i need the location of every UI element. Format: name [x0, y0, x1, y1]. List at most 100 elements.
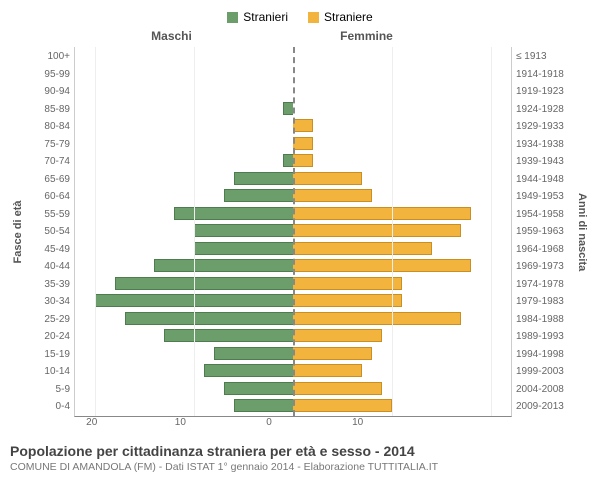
bar-male — [115, 277, 293, 290]
grid-line — [194, 47, 195, 416]
bar-female — [293, 137, 313, 150]
bar-female — [293, 382, 382, 395]
bar-male — [125, 312, 293, 325]
bar-female — [293, 399, 392, 412]
legend-swatch-male — [227, 12, 238, 23]
bar-male — [194, 242, 293, 255]
bar-female — [293, 154, 313, 167]
bar-male — [194, 224, 293, 237]
birth-label: 2004-2008 — [512, 381, 574, 399]
bar-female — [293, 277, 402, 290]
x-tick: 10 — [352, 417, 363, 428]
age-labels: 100+95-9990-9485-8980-8475-7970-7465-696… — [26, 47, 74, 417]
birth-label: ≤ 1913 — [512, 48, 574, 66]
bar-male — [224, 189, 293, 202]
chart-body: Fasce di età 100+95-9990-9485-8980-8475-… — [10, 47, 590, 417]
chart-title: Popolazione per cittadinanza straniera p… — [10, 443, 590, 459]
legend-swatch-female — [308, 12, 319, 23]
birth-label: 1979-1983 — [512, 293, 574, 311]
birth-label: 1974-1978 — [512, 276, 574, 294]
birth-label: 1929-1933 — [512, 118, 574, 136]
birth-label: 1999-2003 — [512, 363, 574, 381]
column-titles: Maschi Femmine — [10, 29, 590, 43]
bars-area — [74, 47, 512, 417]
grid-line — [392, 47, 393, 416]
grid-line — [95, 47, 96, 416]
birth-label: 1964-1968 — [512, 241, 574, 259]
age-label: 25-29 — [26, 311, 74, 329]
center-divider — [293, 47, 295, 416]
bar-female — [293, 242, 432, 255]
bar-female — [293, 312, 461, 325]
age-label: 15-19 — [26, 346, 74, 364]
bar-female — [293, 329, 382, 342]
birth-label: 1989-1993 — [512, 328, 574, 346]
bar-female — [293, 294, 402, 307]
birth-label: 1954-1958 — [512, 206, 574, 224]
x-tick: 0 — [266, 417, 272, 428]
population-pyramid-chart: Stranieri Straniere Maschi Femmine Fasce… — [10, 10, 590, 473]
chart-subtitle: COMUNE DI AMANDOLA (FM) - Dati ISTAT 1° … — [10, 461, 590, 473]
birth-label: 1984-1988 — [512, 311, 574, 329]
age-label: 75-79 — [26, 136, 74, 154]
bar-male — [224, 382, 293, 395]
age-label: 90-94 — [26, 83, 74, 101]
age-label: 10-14 — [26, 363, 74, 381]
birth-label: 1944-1948 — [512, 171, 574, 189]
birth-label: 2009-2013 — [512, 398, 574, 416]
bar-male — [234, 172, 293, 185]
bar-female — [293, 189, 372, 202]
bar-female — [293, 207, 471, 220]
birth-label: 1969-1973 — [512, 258, 574, 276]
bar-male — [283, 102, 293, 115]
birth-label: 1939-1943 — [512, 153, 574, 171]
legend-item-female: Straniere — [308, 10, 373, 24]
birth-year-labels: ≤ 19131914-19181919-19231924-19281929-19… — [512, 47, 574, 417]
birth-label: 1994-1998 — [512, 346, 574, 364]
birth-label: 1959-1963 — [512, 223, 574, 241]
x-axis: 20 10 0 10 — [74, 417, 464, 431]
legend: Stranieri Straniere — [10, 10, 590, 24]
birth-label: 1914-1918 — [512, 66, 574, 84]
x-tick: 20 — [86, 417, 97, 428]
column-title-male: Maschi — [74, 29, 269, 43]
bar-female — [293, 224, 461, 237]
x-tick: 10 — [175, 417, 186, 428]
legend-label-male: Stranieri — [243, 10, 288, 24]
bar-male — [164, 329, 293, 342]
age-label: 100+ — [26, 48, 74, 66]
age-label: 35-39 — [26, 276, 74, 294]
bar-male — [154, 259, 293, 272]
column-title-female: Femmine — [269, 29, 464, 43]
age-label: 70-74 — [26, 153, 74, 171]
legend-item-male: Stranieri — [227, 10, 288, 24]
bar-male — [234, 399, 293, 412]
legend-label-female: Straniere — [324, 10, 373, 24]
bar-male — [283, 154, 293, 167]
bar-female — [293, 259, 471, 272]
birth-label: 1924-1928 — [512, 101, 574, 119]
bar-female — [293, 119, 313, 132]
y-axis-label-left: Fasce di età — [10, 47, 26, 417]
age-label: 95-99 — [26, 66, 74, 84]
age-label: 40-44 — [26, 258, 74, 276]
bar-female — [293, 172, 362, 185]
age-label: 55-59 — [26, 206, 74, 224]
bar-female — [293, 347, 372, 360]
age-label: 45-49 — [26, 241, 74, 259]
grid-line — [491, 47, 492, 416]
birth-label: 1919-1923 — [512, 83, 574, 101]
age-label: 80-84 — [26, 118, 74, 136]
age-label: 20-24 — [26, 328, 74, 346]
age-label: 50-54 — [26, 223, 74, 241]
age-label: 85-89 — [26, 101, 74, 119]
birth-label: 1949-1953 — [512, 188, 574, 206]
age-label: 65-69 — [26, 171, 74, 189]
y-axis-label-right: Anni di nascita — [574, 47, 590, 417]
age-label: 5-9 — [26, 381, 74, 399]
age-label: 0-4 — [26, 398, 74, 416]
bar-male — [214, 347, 293, 360]
bar-male — [204, 364, 293, 377]
bar-male — [174, 207, 293, 220]
birth-label: 1934-1938 — [512, 136, 574, 154]
